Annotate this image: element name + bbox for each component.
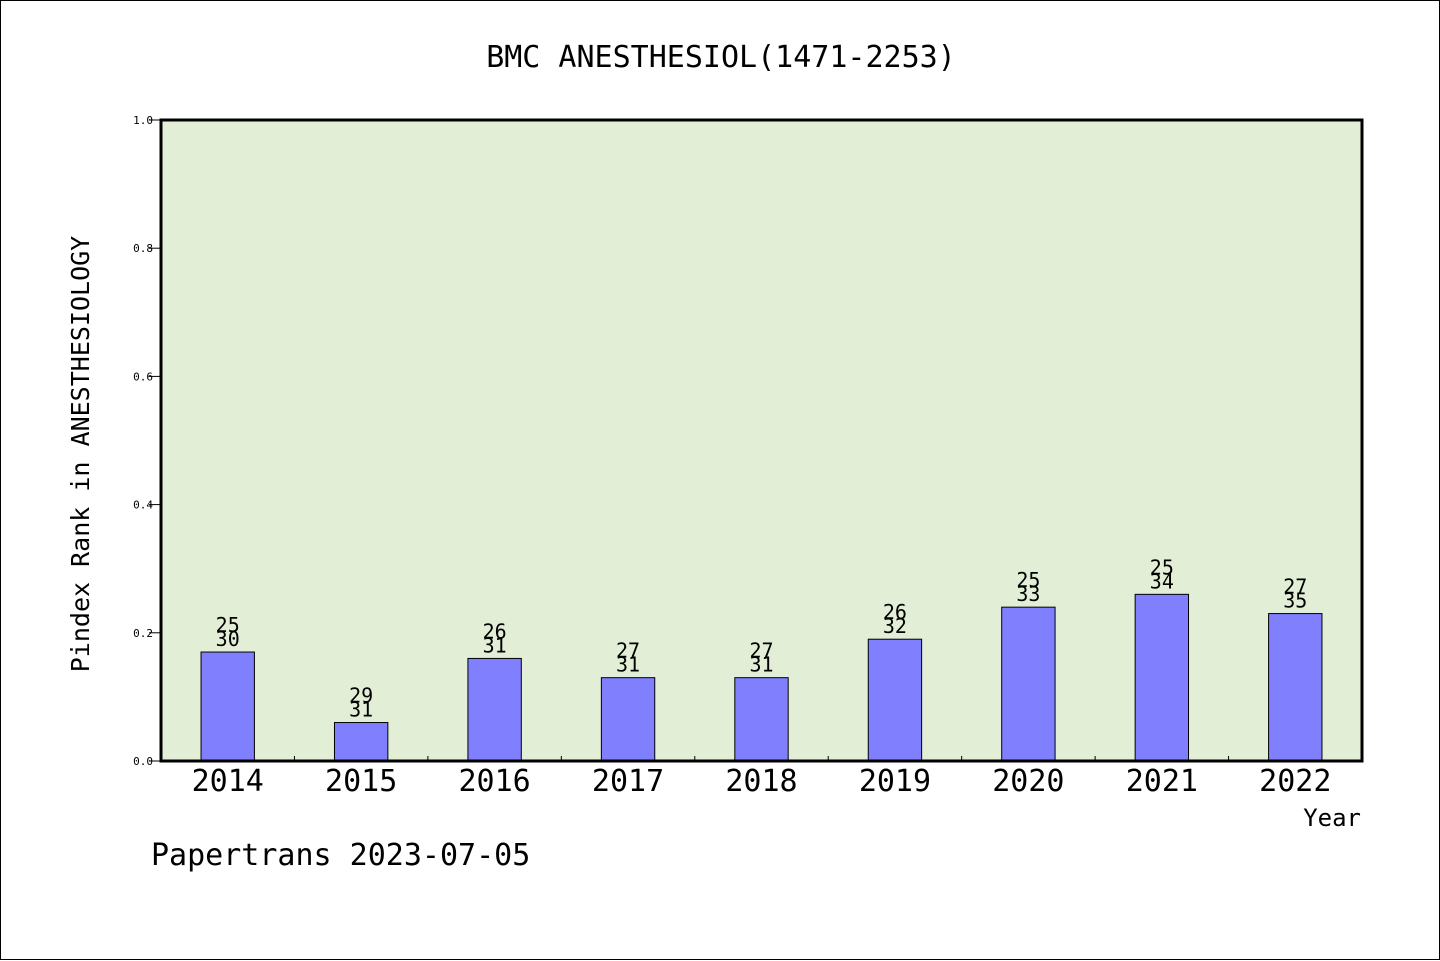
x-tick-label: 2016 bbox=[458, 764, 530, 799]
bar bbox=[1001, 606, 1056, 762]
y-tick-label: 0.4 bbox=[133, 499, 153, 512]
bar bbox=[734, 677, 789, 762]
y-axis-label: Pindex Rank in ANESTHESIOLOGY bbox=[66, 236, 95, 673]
x-axis-label: Year bbox=[1303, 804, 1361, 832]
data-label-top: 27 bbox=[616, 639, 640, 663]
x-tick-label: 2022 bbox=[1259, 764, 1331, 799]
x-tick-label: 2017 bbox=[592, 764, 664, 799]
footer-credit: Papertrans 2023-07-05 bbox=[151, 838, 530, 873]
bar bbox=[1134, 593, 1190, 762]
chart-title: BMC ANESTHESIOL(1471-2253) bbox=[486, 40, 956, 75]
data-label-bottom: 30 bbox=[216, 627, 240, 651]
data-label-bottom: 35 bbox=[1283, 589, 1307, 613]
y-axis: 0.0 0.2 0.4 0.6 0.8 1.0 bbox=[133, 114, 161, 768]
data-label-bottom: 33 bbox=[1016, 582, 1040, 606]
data-label-bottom: 31 bbox=[349, 698, 373, 722]
y-tick-label: 0.0 bbox=[133, 755, 153, 768]
data-label-bottom: 32 bbox=[883, 614, 907, 638]
data-label-bottom: 34 bbox=[1150, 569, 1174, 593]
bar bbox=[1268, 613, 1323, 762]
bar bbox=[600, 677, 656, 762]
x-tick-label: 2015 bbox=[325, 764, 397, 799]
data-label-bottom: 31 bbox=[749, 653, 773, 677]
data-label-top: 26 bbox=[483, 619, 507, 643]
x-tick-label: 2020 bbox=[992, 764, 1064, 799]
bar bbox=[333, 722, 389, 762]
plot-frame bbox=[159, 118, 1364, 763]
bar bbox=[200, 651, 255, 762]
y-tick-label: 0.6 bbox=[133, 370, 153, 383]
x-tick-label: 2014 bbox=[192, 764, 264, 799]
data-label-top: 29 bbox=[349, 684, 373, 708]
x-tick-label: 2021 bbox=[1126, 764, 1198, 799]
data-label-top: 27 bbox=[749, 639, 773, 663]
y-tick-label: 0.8 bbox=[133, 242, 153, 255]
data-label-top: 25 bbox=[216, 613, 240, 637]
data-label-top: 26 bbox=[883, 600, 907, 624]
data-label-bottom: 31 bbox=[483, 633, 507, 657]
y-tick-label: 1.0 bbox=[133, 114, 153, 127]
x-tick-label: 2018 bbox=[725, 764, 797, 799]
data-label-top: 25 bbox=[1150, 555, 1174, 579]
data-label-top: 27 bbox=[1283, 575, 1307, 599]
y-tick-label: 0.2 bbox=[133, 627, 153, 640]
x-axis: 2014 2015 2016 2017 2018 2019 2020 2021 2022 bbox=[192, 756, 1331, 799]
bar bbox=[867, 638, 923, 762]
data-label-bottom: 31 bbox=[616, 653, 640, 677]
data-label-top: 25 bbox=[1016, 568, 1040, 592]
x-tick-label: 2019 bbox=[859, 764, 931, 799]
bar bbox=[467, 657, 522, 762]
